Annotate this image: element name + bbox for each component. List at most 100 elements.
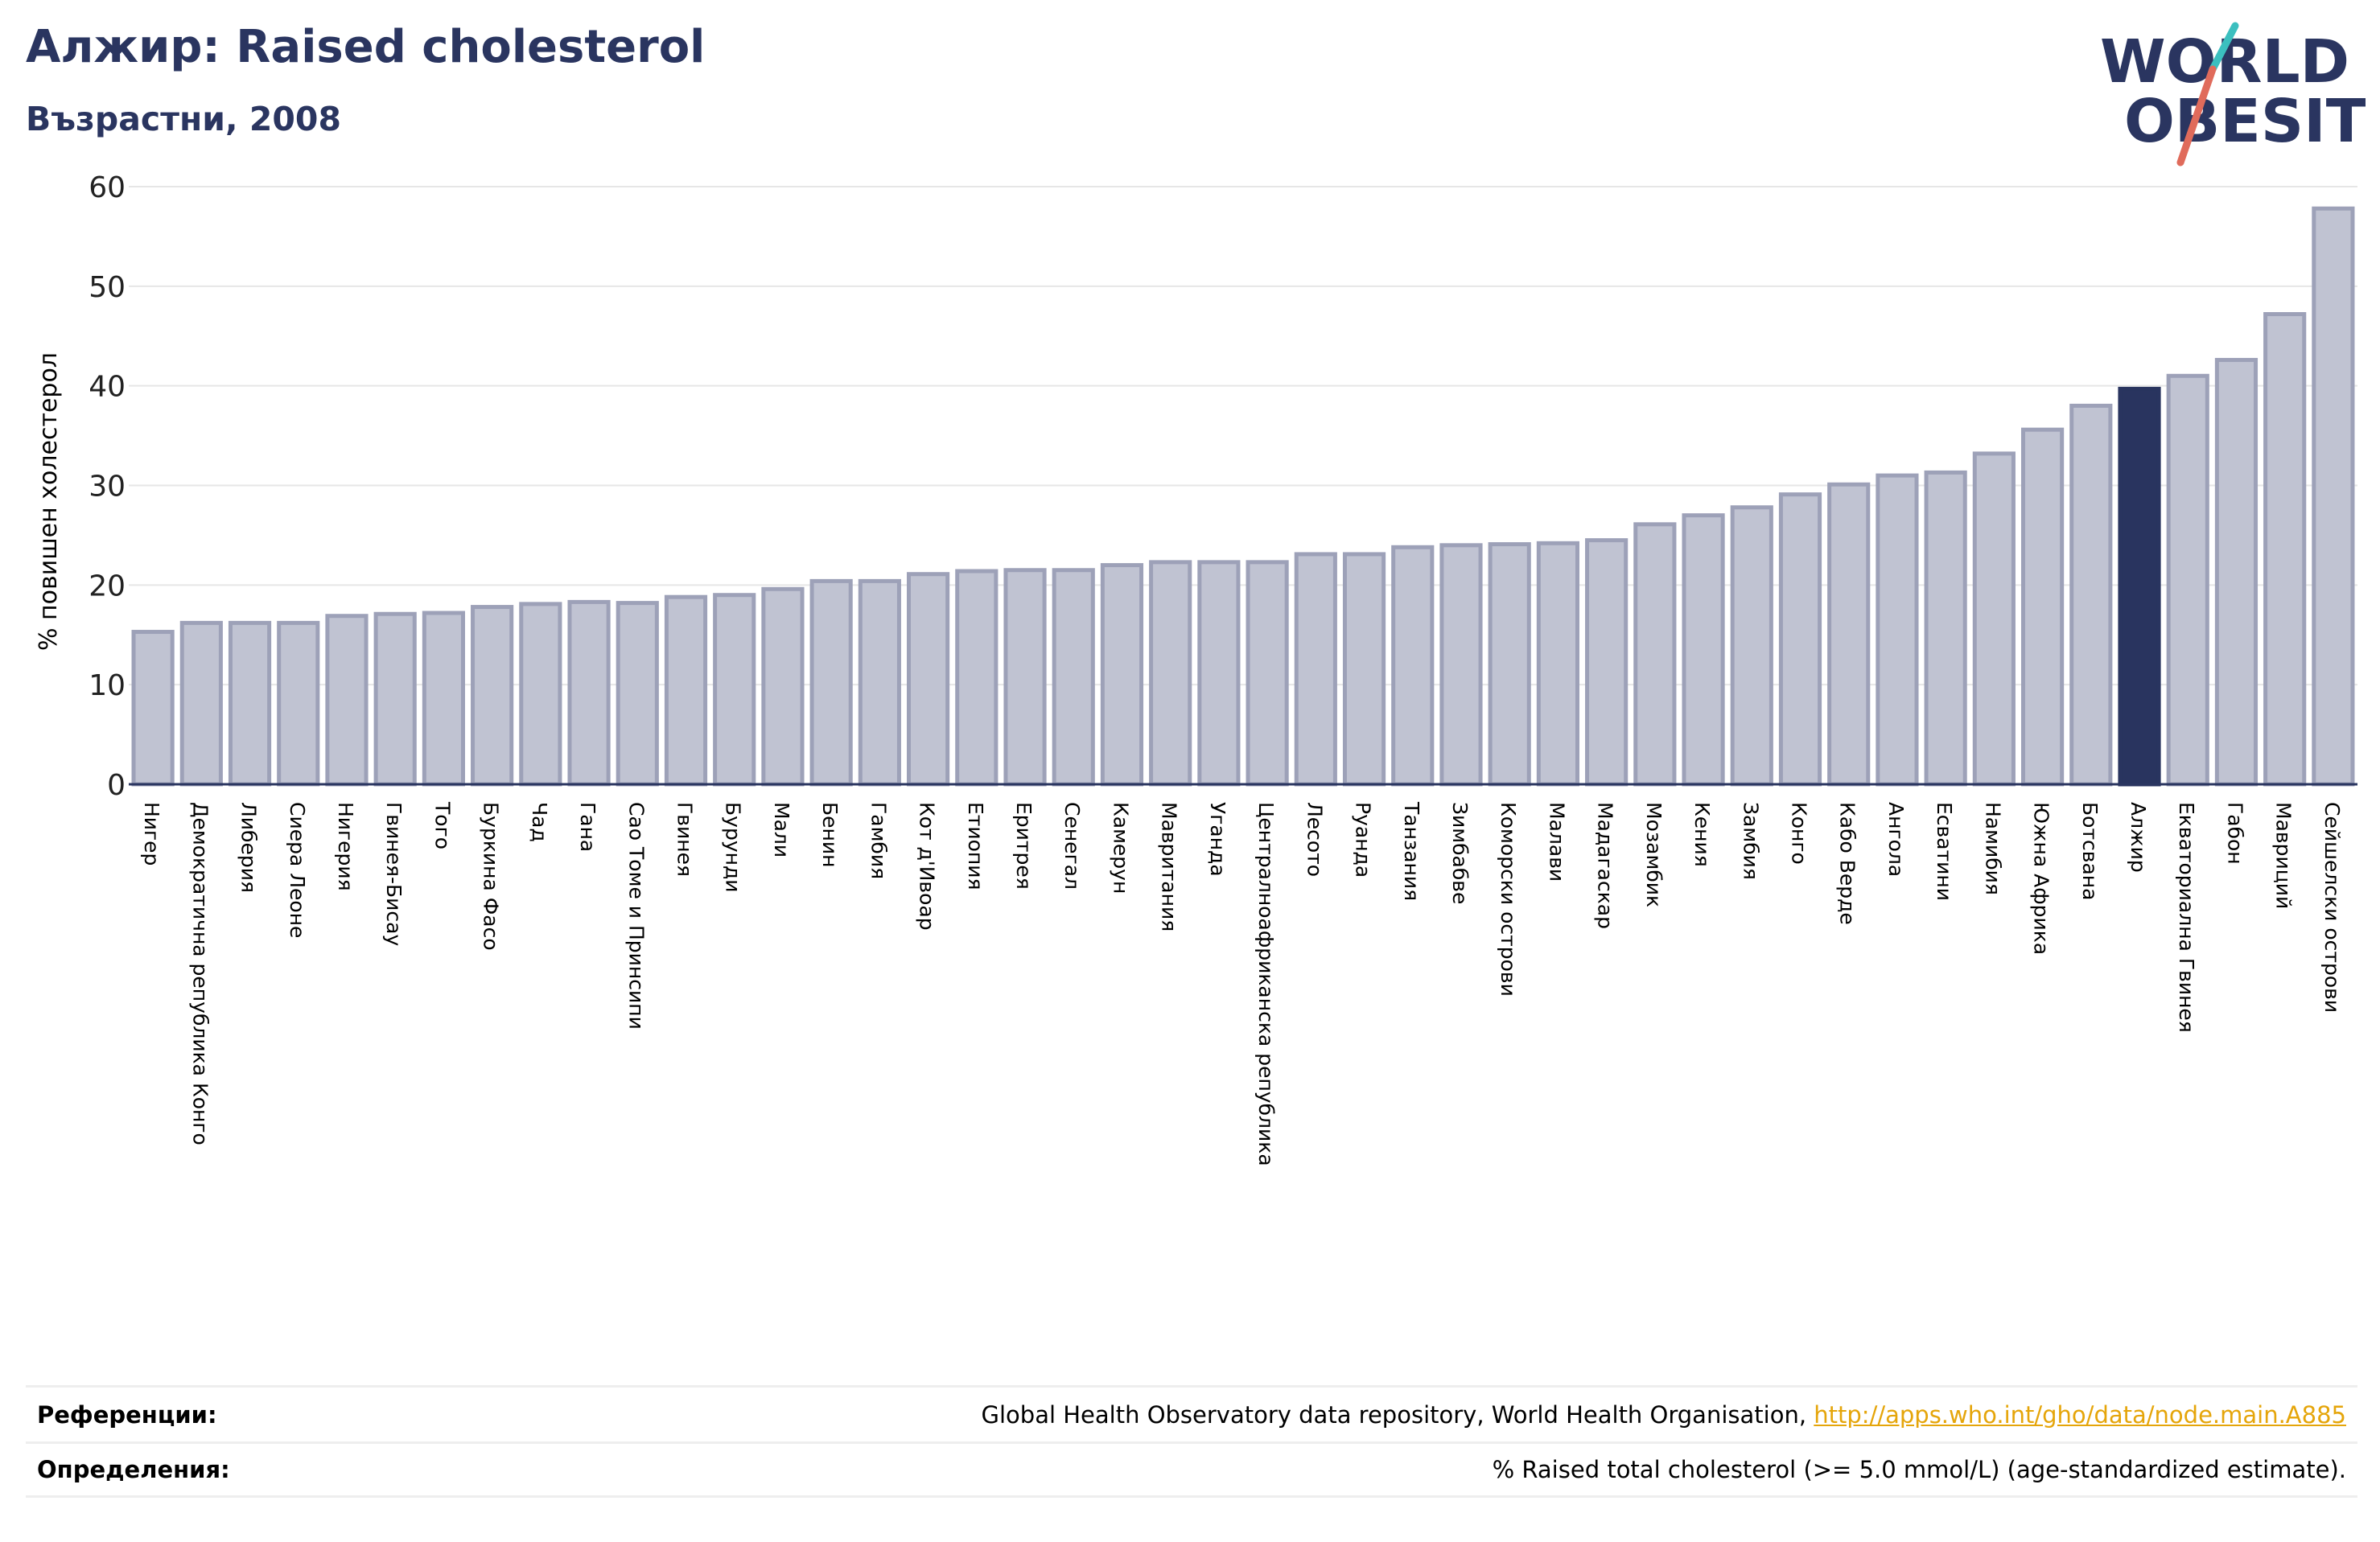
bar bbox=[1972, 451, 2016, 787]
x-axis-labels: Нигер Демократична република Конго Либерия… bbox=[140, 801, 2344, 1166]
x-tick-label: Танзания bbox=[1400, 801, 1423, 901]
bar-chart: 0 10 20 30 40 50 60 Нигер Демократична републик… bbox=[35, 171, 2357, 1166]
bar bbox=[567, 599, 611, 787]
bar bbox=[1149, 560, 1192, 787]
x-tick-label: Нигер bbox=[140, 802, 163, 866]
x-tick-label: Мавритания bbox=[1158, 802, 1181, 931]
bar bbox=[1100, 563, 1144, 787]
bar bbox=[858, 578, 901, 787]
x-tick-label: Габон bbox=[2223, 802, 2246, 865]
bar bbox=[761, 586, 805, 787]
bar bbox=[471, 605, 514, 787]
x-tick-label: Чад bbox=[528, 802, 551, 842]
bar bbox=[325, 614, 369, 787]
chart-title: Алжир: Raised cholesterol bbox=[26, 21, 706, 73]
x-tick-label: Намибия bbox=[1981, 802, 2004, 895]
bar bbox=[373, 611, 417, 787]
bar bbox=[1052, 568, 1095, 787]
x-tick-label: Буркина Фасо bbox=[480, 802, 503, 951]
references-label: Референции: bbox=[37, 1400, 217, 1429]
x-tick-label: Алжир bbox=[2127, 802, 2150, 873]
bar bbox=[1246, 560, 1289, 787]
bar bbox=[1342, 552, 1386, 787]
x-tick-label: Коморски острови bbox=[1497, 802, 1520, 997]
bar bbox=[228, 620, 272, 787]
x-tick-label: Либерия bbox=[237, 802, 261, 893]
bar bbox=[131, 630, 175, 787]
bar bbox=[1778, 492, 1822, 787]
bar bbox=[1197, 560, 1241, 787]
x-tick-label: Екваториална Гвинея bbox=[2175, 802, 2198, 1033]
x-tick-label: Мадагаскар bbox=[1594, 802, 1617, 929]
definitions-label: Определения: bbox=[37, 1456, 230, 1483]
bar bbox=[955, 569, 999, 787]
bars bbox=[131, 206, 2355, 787]
x-tick-label: Уганда bbox=[1206, 802, 1229, 877]
logo-word-obesity: OBESITY bbox=[2124, 87, 2366, 156]
x-tick-label: Руанда bbox=[1352, 802, 1375, 878]
x-tick-label: Ангола bbox=[1884, 802, 1908, 877]
x-tick-label: Гамбия bbox=[867, 802, 890, 879]
bar bbox=[1439, 543, 1483, 787]
x-tick-label: Гвинея bbox=[673, 802, 697, 877]
bar bbox=[1488, 542, 1531, 787]
x-tick-label: Кабо Верде bbox=[1836, 802, 1859, 925]
bar bbox=[2214, 357, 2259, 787]
bar bbox=[2166, 373, 2209, 787]
bar bbox=[1294, 552, 1337, 787]
y-axis-label: % повишен холестерол bbox=[35, 352, 63, 651]
bar bbox=[713, 593, 756, 787]
x-tick-label: Камерун bbox=[1109, 802, 1132, 894]
x-tick-label: Есватини bbox=[1933, 802, 1956, 901]
x-tick-label: Зимбабве bbox=[1448, 802, 1472, 904]
references-text: Global Health Observatory data repositor… bbox=[981, 1400, 1814, 1429]
bar bbox=[1391, 545, 1435, 787]
bar bbox=[1585, 538, 1629, 787]
x-tick-label: Ботсвана bbox=[2078, 802, 2102, 900]
x-tick-label: Гвинея-Бисау bbox=[382, 802, 406, 946]
x-tick-label: Сао Томе и Принсипи bbox=[624, 802, 648, 1030]
x-tick-label: Лесото bbox=[1303, 802, 1326, 877]
bar bbox=[2069, 403, 2113, 787]
x-tick-label: Сиера Леоне bbox=[286, 802, 309, 938]
bar bbox=[1633, 522, 1677, 787]
bar bbox=[1827, 482, 1871, 787]
footer-table: Референции: Global Health Observatory da… bbox=[26, 1385, 2357, 1498]
x-tick-label: Бенин bbox=[818, 802, 842, 867]
x-tick-label: Гана bbox=[576, 802, 599, 852]
x-tick-label: Мали bbox=[770, 802, 793, 857]
x-tick-label: Централноафриканска република bbox=[1254, 802, 1278, 1166]
y-tick-label: 30 bbox=[89, 471, 126, 504]
definitions-row: Определения: % Raised total cholesterol … bbox=[26, 1441, 2357, 1498]
x-tick-label: Бурунди bbox=[722, 802, 745, 893]
y-tick-label: 10 bbox=[89, 669, 126, 702]
bar bbox=[616, 601, 659, 787]
bar bbox=[1876, 473, 1919, 787]
bar-highlighted bbox=[2118, 386, 2161, 787]
bar bbox=[179, 620, 223, 787]
bar bbox=[422, 611, 466, 787]
x-tick-label: Кения bbox=[1690, 802, 1714, 867]
bar bbox=[1730, 505, 1773, 787]
logo-slash-red bbox=[2176, 65, 2217, 167]
y-tick-label: 40 bbox=[89, 371, 126, 404]
bar bbox=[1924, 470, 1967, 787]
bar bbox=[907, 572, 950, 787]
bar bbox=[1536, 541, 1579, 787]
x-tick-label: Южна Африка bbox=[2030, 802, 2053, 955]
x-tick-label: Мавриций bbox=[2272, 802, 2296, 909]
world-obesity-logo: WORLD OBESITY bbox=[2100, 22, 2366, 167]
x-tick-label: Сенегал bbox=[1060, 802, 1084, 890]
y-axis-ticks: 0 10 20 30 40 50 60 bbox=[89, 171, 126, 802]
x-tick-label: Сейшелски острови bbox=[2320, 802, 2344, 1013]
bar bbox=[809, 578, 853, 787]
logo-slash-teal bbox=[2209, 22, 2239, 73]
x-tick-label: Конго bbox=[1788, 802, 1811, 865]
bar bbox=[2263, 312, 2307, 787]
bar bbox=[1003, 568, 1047, 787]
references-link[interactable]: http://apps.who.int/gho/data/node.main.A… bbox=[1814, 1400, 2346, 1429]
x-tick-label: Кот д'Ивоар bbox=[916, 802, 939, 931]
references-row: Референции: Global Health Observatory da… bbox=[26, 1385, 2357, 1441]
y-tick-label: 60 bbox=[89, 171, 126, 204]
x-tick-label: Мозамбик bbox=[1642, 802, 1666, 907]
